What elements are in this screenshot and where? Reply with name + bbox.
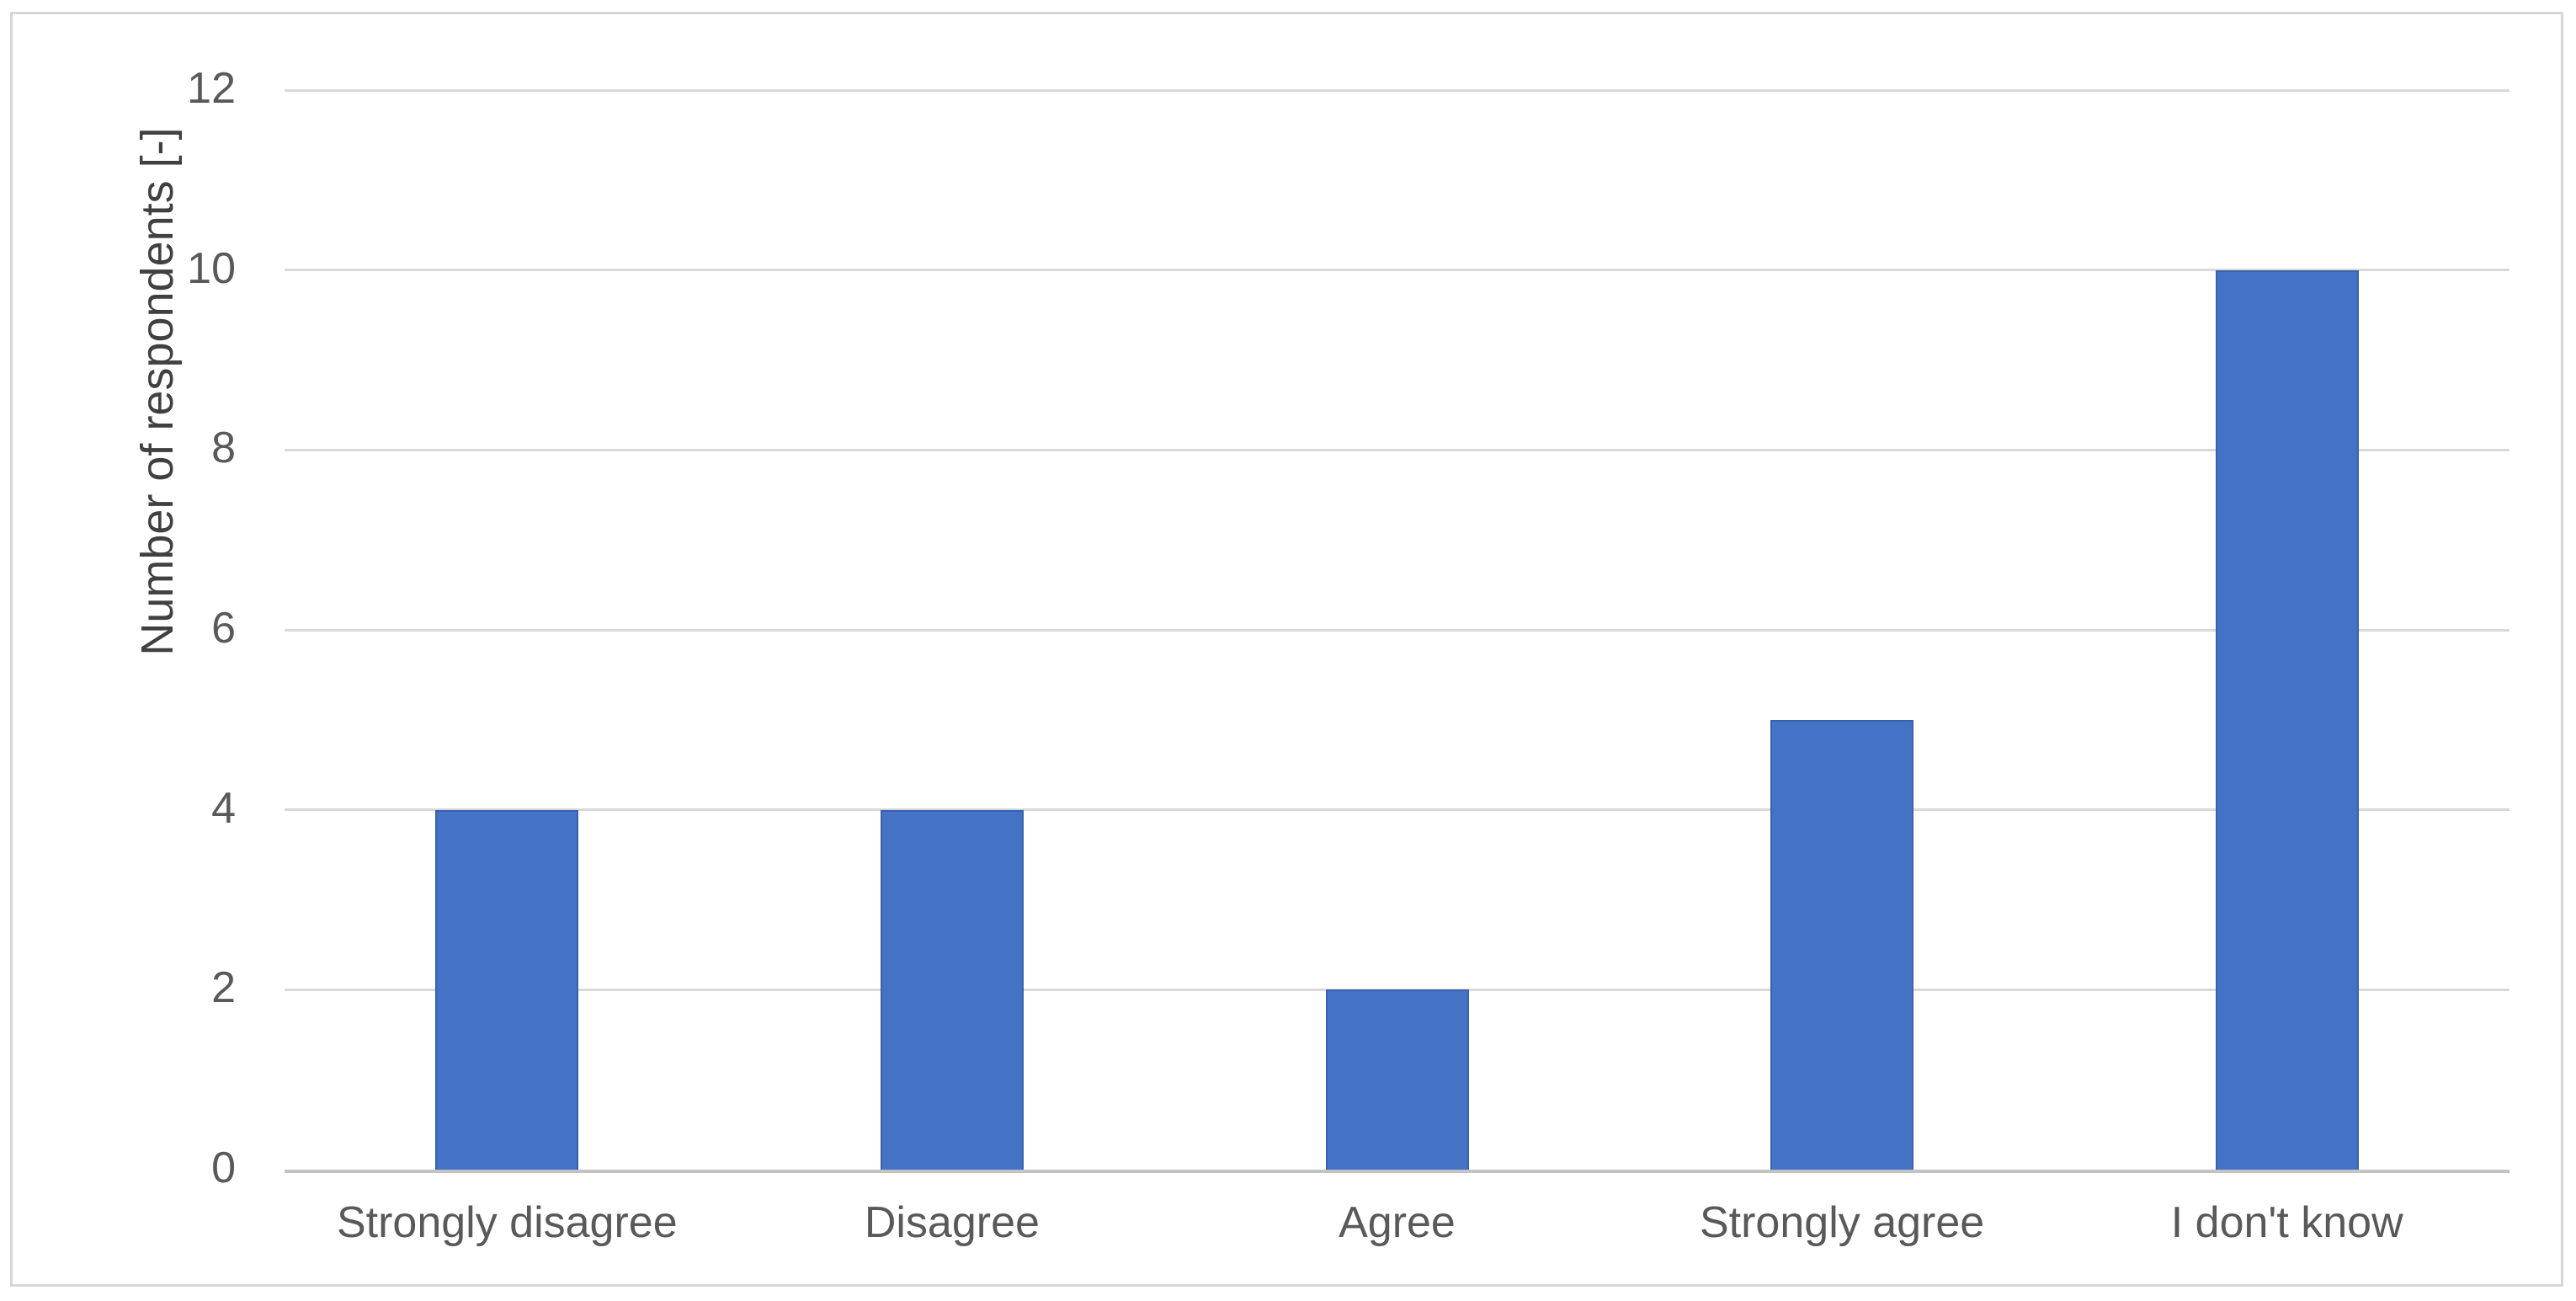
y-tick-label: 0 <box>211 1144 236 1192</box>
bar-strongly-agree <box>1770 719 1914 1170</box>
bar-disagree <box>880 809 1024 1170</box>
x-category-label-i-don-t-know: I don't know <box>2170 1198 2403 1247</box>
y-tick-label: 2 <box>211 963 236 1013</box>
chart-frame: Number of respondents [-] 0 2 4 6 8 10 12 Stro… <box>10 12 2563 1287</box>
y-tick-label: 6 <box>211 604 236 653</box>
plot-area <box>285 88 2509 1173</box>
x-category-label-strongly-disagree: Strongly disagree <box>336 1198 678 1247</box>
bar-agree <box>1325 989 1469 1170</box>
gridline <box>285 808 2509 812</box>
bar-i-don-t-know <box>2215 269 2359 1170</box>
gridline <box>285 448 2509 451</box>
x-category-label-disagree: Disagree <box>864 1198 1040 1247</box>
gridline <box>285 88 2509 92</box>
x-category-label-agree: Agree <box>1339 1198 1456 1247</box>
gridline <box>285 269 2509 272</box>
y-tick-label: 10 <box>187 243 236 293</box>
y-tick-label: 8 <box>211 424 236 473</box>
gridline <box>285 628 2509 632</box>
y-tick-label: 4 <box>211 783 236 833</box>
x-category-label-strongly-agree: Strongly agree <box>1699 1198 1985 1247</box>
gridline <box>285 988 2509 991</box>
y-tick-label: 12 <box>187 64 236 113</box>
bar-strongly-disagree <box>435 809 579 1170</box>
